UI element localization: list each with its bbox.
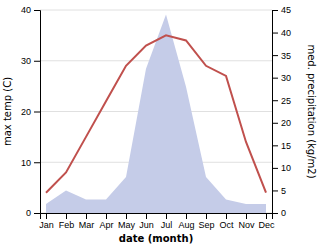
tick-label: 40 [281, 28, 291, 38]
tick-mark [272, 33, 278, 34]
tick: Jul [161, 213, 173, 230]
tick-mark [272, 213, 278, 214]
tick-mark [226, 213, 227, 219]
tick-mark [186, 213, 187, 219]
tick-mark [46, 213, 47, 219]
tick-label: 30 [281, 73, 291, 83]
grid-line [40, 10, 272, 11]
tick: 20 [272, 118, 291, 128]
tick-mark [34, 61, 40, 62]
tick-label: 20 [281, 118, 291, 128]
tick-mark [126, 213, 127, 219]
tick-label: Apr [99, 220, 113, 230]
tick-label: 5 [281, 186, 286, 196]
temperature-line [46, 35, 266, 192]
tick-mark [66, 213, 67, 219]
tick: 0 [26, 208, 40, 218]
tick-mark [272, 190, 278, 191]
tick-mark [146, 213, 147, 219]
tick: Jan [39, 213, 54, 230]
tick: 20 [21, 107, 40, 117]
tick: Aug [178, 213, 194, 230]
tick-mark [206, 213, 207, 219]
tick: 40 [21, 5, 40, 15]
y-axis-title: max temp (C) [2, 77, 13, 146]
tick-mark [266, 213, 267, 219]
grid [40, 10, 272, 213]
tick: 35 [272, 50, 291, 60]
chart: Jan Feb Mar Apr MayJun Jul Aug Sep Oct NovDec 0 10 2… [0, 0, 318, 247]
marks [46, 15, 266, 213]
tick-mark [166, 213, 167, 219]
tick-label: Jan [39, 220, 54, 230]
tick-label: Dec [258, 220, 275, 230]
tick-label: Aug [178, 220, 194, 230]
tick-mark [272, 168, 278, 169]
tick-mark [272, 145, 278, 146]
axis-line [34, 11, 41, 214]
tick-label: May [118, 220, 136, 230]
tick-mark [106, 213, 107, 219]
tick-label: 40 [21, 5, 31, 15]
tick: Dec [258, 213, 275, 230]
precipitation-area [46, 15, 266, 213]
tick-label: 0 [26, 208, 31, 218]
tick: 10 [21, 158, 40, 168]
tick: 45 [272, 5, 291, 15]
tick-label: Jul [161, 220, 173, 230]
tick-label: Feb [59, 220, 75, 230]
tick: Apr [99, 213, 113, 230]
tick-mark [272, 78, 278, 79]
tick-label: Jun [139, 220, 154, 230]
tick-mark [272, 123, 278, 124]
tick-mark [246, 213, 247, 219]
tick: Mar [79, 213, 95, 230]
tick-mark [86, 213, 87, 219]
tick-mark [34, 213, 40, 214]
tick: 15 [272, 141, 291, 151]
tick: 0 [272, 208, 286, 218]
axis-line [273, 11, 279, 214]
tick-mark [272, 55, 278, 56]
y2-axis: 0 5 10 15 20 25 30 35 40 45 [272, 5, 291, 218]
tick: 5 [272, 186, 286, 196]
tick: Sep [198, 213, 214, 230]
tick-label: 35 [281, 50, 291, 60]
tick-mark [34, 162, 40, 163]
tick-label: 25 [281, 96, 291, 106]
x-axis-title: date (month) [119, 233, 193, 244]
tick-label: 30 [21, 56, 31, 66]
tick-mark [272, 10, 278, 11]
tick: May [118, 213, 136, 230]
tick-label: 0 [281, 208, 286, 218]
y2-axis-title: med. precipitation (kg/m2) [306, 44, 317, 178]
tick-label: 15 [281, 141, 291, 151]
tick-mark [272, 100, 278, 101]
tick-label: Nov [238, 220, 255, 230]
tick-label: 10 [21, 158, 31, 168]
tick-mark [34, 10, 40, 11]
tick-label: Oct [219, 220, 234, 230]
tick-label: 45 [281, 5, 291, 15]
tick-label: Mar [79, 220, 95, 230]
tick: 30 [21, 56, 40, 66]
tick: Oct [219, 213, 234, 230]
tick-mark [34, 112, 40, 113]
tick-label: 20 [21, 107, 31, 117]
tick: 40 [272, 28, 291, 38]
tick-label: 10 [281, 163, 291, 173]
tick: 30 [272, 73, 291, 83]
plot-area: Jan Feb Mar Apr MayJun Jul Aug Sep Oct NovDec 0 10 2… [21, 5, 291, 230]
tick: 25 [272, 96, 291, 106]
tick: Feb [59, 213, 75, 230]
y-axis: 0 10 20 30 40 [21, 5, 41, 218]
axis-line [41, 214, 273, 220]
x-axis: Jan Feb Mar Apr MayJun Jul Aug Sep Oct NovDec [39, 213, 275, 230]
tick: Nov [238, 213, 255, 230]
tick: Jun [139, 213, 154, 230]
tick-label: Sep [198, 220, 214, 230]
tick: 10 [272, 163, 291, 173]
